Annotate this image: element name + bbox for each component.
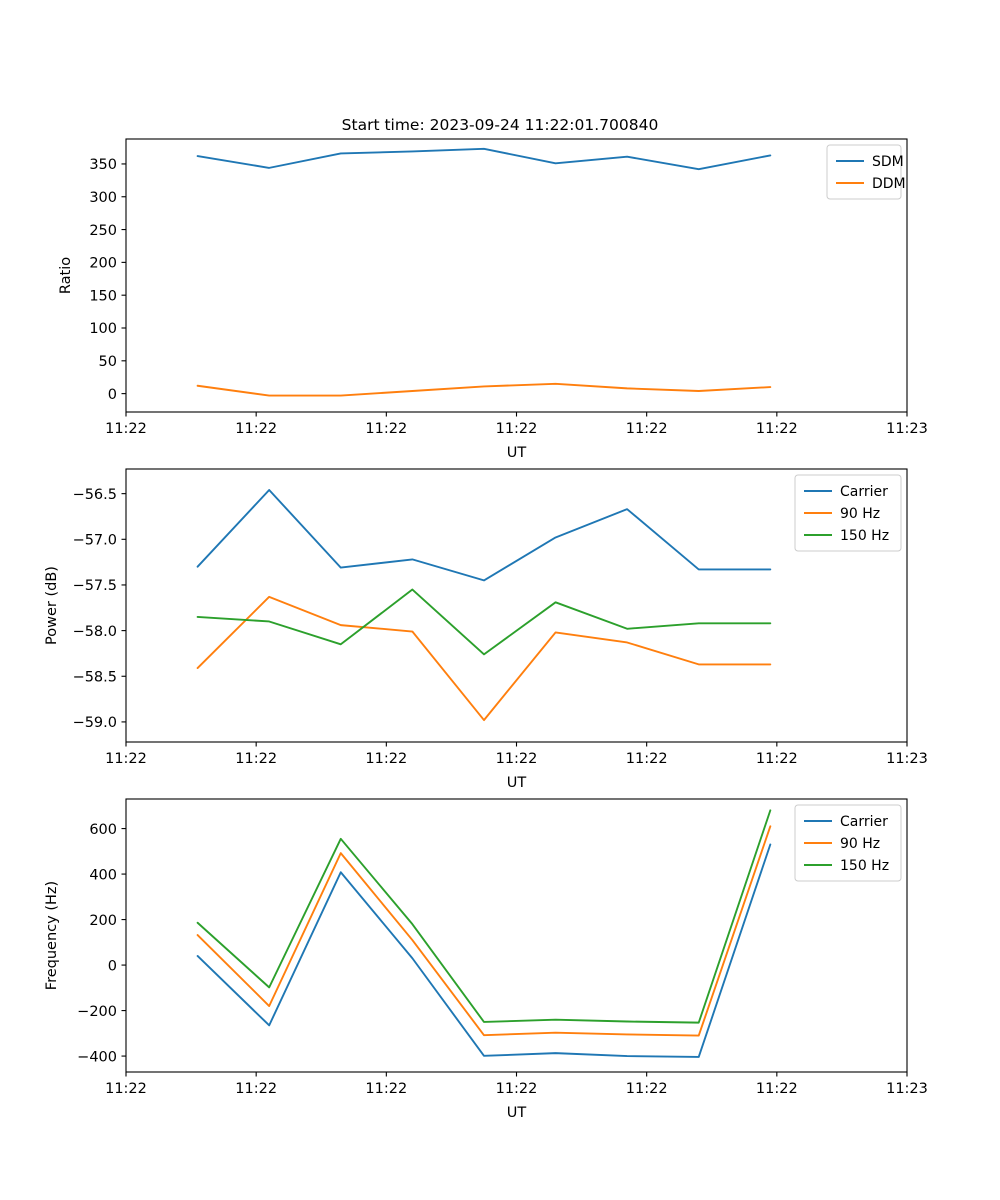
legend-box [794, 474, 902, 552]
y-tick-label: −56.5 [73, 487, 117, 503]
x-tick-label: 11:23 [886, 421, 928, 437]
x-tick-label: 11:22 [756, 421, 798, 437]
x-tick-label: 11:22 [235, 421, 277, 437]
y-tick-label: 100 [89, 321, 117, 337]
x-tick-label: 11:22 [105, 751, 147, 767]
y-tick-label: −59.0 [73, 715, 117, 731]
y-tick-label: 150 [89, 288, 117, 304]
axes-frame [125, 798, 908, 1073]
x-tick-label: 11:22 [235, 751, 277, 767]
y-tick-label: 400 [89, 867, 117, 883]
legend-label-carrier: Carrier [840, 814, 888, 830]
legend-label-sdm: SDM [872, 154, 904, 170]
x-tick-label: 11:22 [365, 1081, 407, 1097]
legend-label-150-hz: 150 Hz [840, 528, 889, 544]
y-tick-label: −58.0 [73, 624, 117, 640]
series-line-150-hz [196, 809, 772, 1024]
legend-label-90-hz: 90 Hz [840, 506, 880, 522]
x-tick-label: 11:22 [626, 751, 668, 767]
series-line-ddm [196, 382, 772, 397]
legend-label-carrier: Carrier [840, 484, 888, 500]
legend-label-90-hz: 90 Hz [840, 836, 880, 852]
y-axis-label: Power (dB) [44, 566, 60, 645]
x-tick-label: 11:23 [886, 751, 928, 767]
x-tick-label: 11:22 [365, 751, 407, 767]
y-tick-label: 250 [89, 223, 117, 239]
legend-label-ddm: DDM [872, 176, 906, 192]
y-axis-label: Ratio [58, 257, 74, 294]
x-axis-label: UT [507, 775, 527, 791]
y-tick-label: 300 [89, 190, 117, 206]
y-tick-label: 600 [89, 822, 117, 838]
x-axis-label: UT [507, 1105, 527, 1121]
series-line-carrier [196, 489, 772, 582]
y-tick-label: −57.0 [73, 533, 117, 549]
x-axis-label: UT [507, 445, 527, 461]
figure-title: Start time: 2023-09-24 11:22:01.700840 [341, 116, 659, 134]
x-tick-label: 11:22 [235, 1081, 277, 1097]
y-tick-label: 200 [89, 256, 117, 272]
y-tick-label: 200 [89, 913, 117, 929]
y-axis-label: Frequency (Hz) [44, 881, 60, 990]
x-tick-label: 11:22 [626, 1081, 668, 1097]
y-tick-label: 350 [89, 157, 117, 173]
y-tick-label: −400 [77, 1049, 117, 1065]
y-tick-label: −200 [77, 1004, 117, 1020]
series-line-sdm [196, 147, 772, 171]
series-line-150-hz [196, 588, 772, 656]
series-line-90-hz [196, 825, 772, 1037]
x-tick-label: 11:22 [105, 1081, 147, 1097]
legend-box [826, 144, 902, 200]
y-tick-label: 50 [99, 354, 117, 370]
x-tick-label: 11:22 [496, 421, 538, 437]
series-line-90-hz [196, 595, 772, 722]
x-tick-label: 11:22 [496, 751, 538, 767]
x-tick-label: 11:22 [365, 421, 407, 437]
y-tick-label: 0 [108, 958, 117, 974]
x-tick-label: 11:22 [496, 1081, 538, 1097]
y-tick-label: −57.5 [73, 578, 117, 594]
series-line-carrier [196, 843, 772, 1058]
y-tick-label: −58.5 [73, 669, 117, 685]
y-tick-label: 0 [108, 387, 117, 403]
x-tick-label: 11:22 [626, 421, 668, 437]
x-tick-label: 11:22 [105, 421, 147, 437]
x-tick-label: 11:23 [886, 1081, 928, 1097]
x-tick-label: 11:22 [756, 1081, 798, 1097]
legend-box [794, 804, 902, 882]
x-tick-label: 11:22 [756, 751, 798, 767]
legend-label-150-hz: 150 Hz [840, 858, 889, 874]
